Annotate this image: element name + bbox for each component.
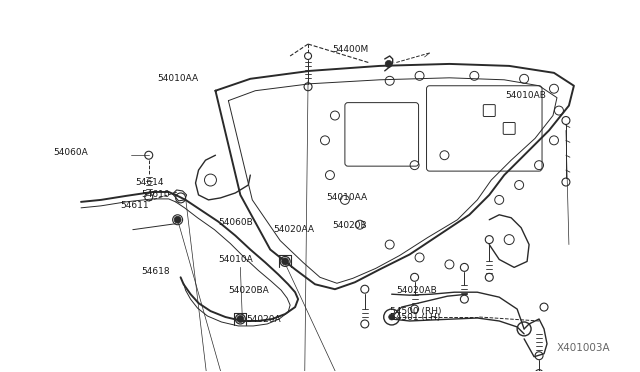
Text: 54501 (LH): 54501 (LH): [390, 313, 440, 322]
Text: 54020AA: 54020AA: [273, 225, 314, 234]
Text: 54010AA: 54010AA: [157, 74, 198, 83]
Text: 54610: 54610: [141, 190, 170, 199]
Text: 54010A: 54010A: [218, 254, 253, 264]
Circle shape: [237, 315, 244, 323]
Text: 54400M: 54400M: [333, 45, 369, 54]
Circle shape: [388, 314, 395, 320]
Text: 54020BA: 54020BA: [228, 286, 269, 295]
Text: 54060A: 54060A: [54, 148, 88, 157]
Text: 54020B: 54020B: [333, 221, 367, 230]
Text: X401003A: X401003A: [557, 343, 611, 353]
Text: 54010AB: 54010AB: [505, 91, 546, 100]
Text: 54020AB: 54020AB: [396, 286, 437, 295]
Text: 54500 (RH): 54500 (RH): [390, 307, 442, 316]
Text: 54010AA: 54010AA: [326, 193, 367, 202]
Circle shape: [385, 60, 392, 67]
Text: 54611: 54611: [120, 201, 148, 210]
Text: 54614: 54614: [135, 178, 164, 187]
Text: 54020A: 54020A: [246, 315, 281, 324]
Circle shape: [174, 216, 181, 223]
Text: 54618: 54618: [141, 267, 170, 276]
Text: 54060B: 54060B: [218, 218, 253, 227]
Circle shape: [282, 258, 289, 265]
